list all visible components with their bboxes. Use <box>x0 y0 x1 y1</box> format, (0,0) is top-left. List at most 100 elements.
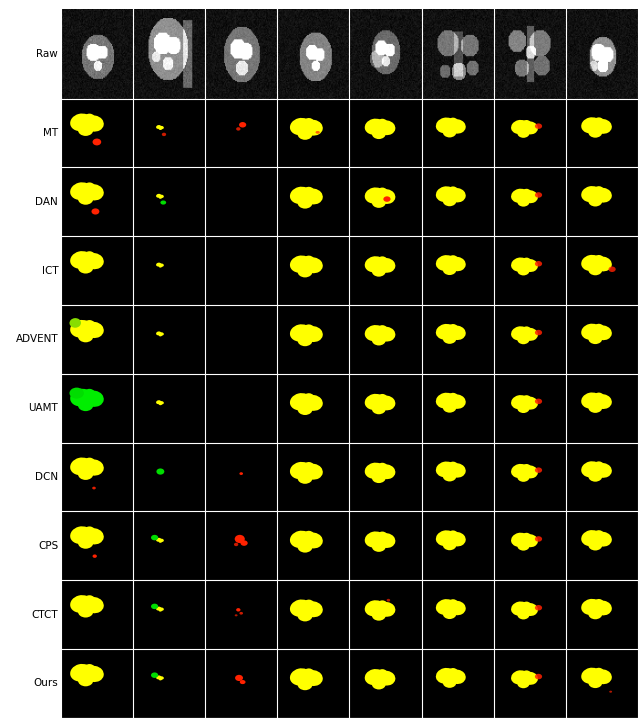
Ellipse shape <box>372 266 386 276</box>
Ellipse shape <box>522 326 531 334</box>
Ellipse shape <box>443 402 456 413</box>
Ellipse shape <box>594 395 612 409</box>
Ellipse shape <box>593 530 604 539</box>
Ellipse shape <box>593 255 604 264</box>
Text: MT: MT <box>43 128 58 138</box>
Ellipse shape <box>535 467 542 473</box>
Ellipse shape <box>290 118 311 135</box>
Ellipse shape <box>449 325 466 340</box>
Ellipse shape <box>78 186 99 201</box>
Ellipse shape <box>298 403 313 415</box>
Ellipse shape <box>588 608 602 619</box>
Ellipse shape <box>522 120 531 128</box>
Ellipse shape <box>593 324 604 333</box>
Ellipse shape <box>78 117 99 132</box>
Ellipse shape <box>535 399 542 404</box>
Ellipse shape <box>159 333 162 336</box>
Ellipse shape <box>298 197 313 209</box>
Ellipse shape <box>522 189 531 197</box>
Ellipse shape <box>156 194 161 198</box>
Ellipse shape <box>522 603 538 616</box>
Ellipse shape <box>581 599 601 615</box>
Ellipse shape <box>449 463 466 477</box>
Ellipse shape <box>70 387 84 399</box>
Ellipse shape <box>377 394 388 403</box>
Ellipse shape <box>436 392 455 408</box>
Ellipse shape <box>449 120 466 134</box>
Ellipse shape <box>594 600 612 616</box>
Ellipse shape <box>588 539 602 551</box>
Ellipse shape <box>443 539 456 550</box>
Ellipse shape <box>78 399 93 411</box>
Ellipse shape <box>581 255 601 271</box>
Ellipse shape <box>372 191 390 204</box>
Ellipse shape <box>448 393 458 402</box>
Ellipse shape <box>70 664 92 682</box>
Ellipse shape <box>535 261 542 266</box>
Ellipse shape <box>581 186 601 202</box>
Ellipse shape <box>517 673 534 685</box>
Ellipse shape <box>372 122 390 135</box>
Ellipse shape <box>303 393 315 403</box>
Ellipse shape <box>377 119 388 127</box>
Ellipse shape <box>290 186 311 204</box>
Ellipse shape <box>522 464 531 472</box>
Ellipse shape <box>84 389 95 399</box>
Ellipse shape <box>535 330 542 336</box>
Ellipse shape <box>443 121 461 134</box>
Ellipse shape <box>443 189 461 203</box>
Ellipse shape <box>298 541 313 553</box>
Ellipse shape <box>156 675 161 680</box>
Ellipse shape <box>84 251 95 261</box>
Ellipse shape <box>588 603 607 616</box>
Ellipse shape <box>78 192 93 204</box>
Ellipse shape <box>581 462 601 477</box>
Ellipse shape <box>70 457 92 475</box>
Ellipse shape <box>588 258 607 272</box>
Ellipse shape <box>378 189 396 204</box>
Ellipse shape <box>593 392 604 402</box>
Ellipse shape <box>581 117 601 133</box>
Ellipse shape <box>535 674 542 679</box>
Ellipse shape <box>372 260 390 274</box>
Ellipse shape <box>588 671 607 685</box>
Ellipse shape <box>517 334 530 344</box>
Ellipse shape <box>522 258 531 266</box>
Ellipse shape <box>517 605 534 616</box>
Ellipse shape <box>443 470 456 482</box>
Ellipse shape <box>290 600 311 617</box>
Ellipse shape <box>156 469 164 474</box>
Ellipse shape <box>84 320 95 330</box>
Ellipse shape <box>517 403 530 413</box>
Text: ICT: ICT <box>42 266 58 276</box>
Ellipse shape <box>236 127 241 130</box>
Ellipse shape <box>78 467 93 480</box>
Ellipse shape <box>236 608 241 611</box>
Ellipse shape <box>78 324 99 338</box>
Ellipse shape <box>84 528 104 544</box>
Ellipse shape <box>159 401 164 405</box>
Ellipse shape <box>93 554 97 558</box>
Ellipse shape <box>156 400 161 404</box>
Ellipse shape <box>303 118 315 127</box>
Ellipse shape <box>372 334 386 346</box>
Ellipse shape <box>588 534 607 547</box>
Ellipse shape <box>522 602 531 610</box>
Ellipse shape <box>84 458 95 467</box>
Ellipse shape <box>84 322 104 338</box>
Ellipse shape <box>448 531 458 539</box>
Ellipse shape <box>70 389 92 406</box>
Ellipse shape <box>372 197 386 208</box>
Ellipse shape <box>298 127 313 140</box>
Ellipse shape <box>162 132 166 136</box>
Ellipse shape <box>443 258 461 271</box>
Ellipse shape <box>78 330 93 342</box>
Ellipse shape <box>304 326 323 342</box>
Ellipse shape <box>372 127 386 139</box>
Ellipse shape <box>511 670 529 685</box>
Ellipse shape <box>298 334 313 346</box>
Ellipse shape <box>517 398 534 410</box>
Ellipse shape <box>159 194 164 198</box>
Ellipse shape <box>377 187 388 197</box>
Text: ADVENT: ADVENT <box>15 334 58 344</box>
